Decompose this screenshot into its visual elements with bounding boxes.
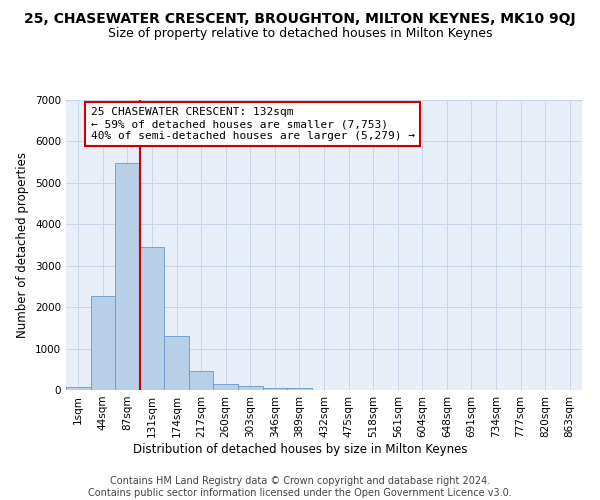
Text: Distribution of detached houses by size in Milton Keynes: Distribution of detached houses by size … <box>133 442 467 456</box>
Bar <box>140 248 164 390</box>
Text: 25, CHASEWATER CRESCENT, BROUGHTON, MILTON KEYNES, MK10 9QJ: 25, CHASEWATER CRESCENT, BROUGHTON, MILT… <box>24 12 576 26</box>
Bar <box>164 336 189 390</box>
Bar <box>189 371 214 390</box>
Bar <box>263 388 287 390</box>
Y-axis label: Number of detached properties: Number of detached properties <box>16 152 29 338</box>
Bar <box>91 296 115 390</box>
Bar <box>214 384 238 390</box>
Bar <box>115 163 140 390</box>
Text: Size of property relative to detached houses in Milton Keynes: Size of property relative to detached ho… <box>108 28 492 40</box>
Bar <box>287 388 312 390</box>
Text: 25 CHASEWATER CRESCENT: 132sqm
← 59% of detached houses are smaller (7,753)
40% : 25 CHASEWATER CRESCENT: 132sqm ← 59% of … <box>91 108 415 140</box>
Text: Contains HM Land Registry data © Crown copyright and database right 2024.
Contai: Contains HM Land Registry data © Crown c… <box>88 476 512 498</box>
Bar <box>238 386 263 390</box>
Bar <box>66 387 91 390</box>
